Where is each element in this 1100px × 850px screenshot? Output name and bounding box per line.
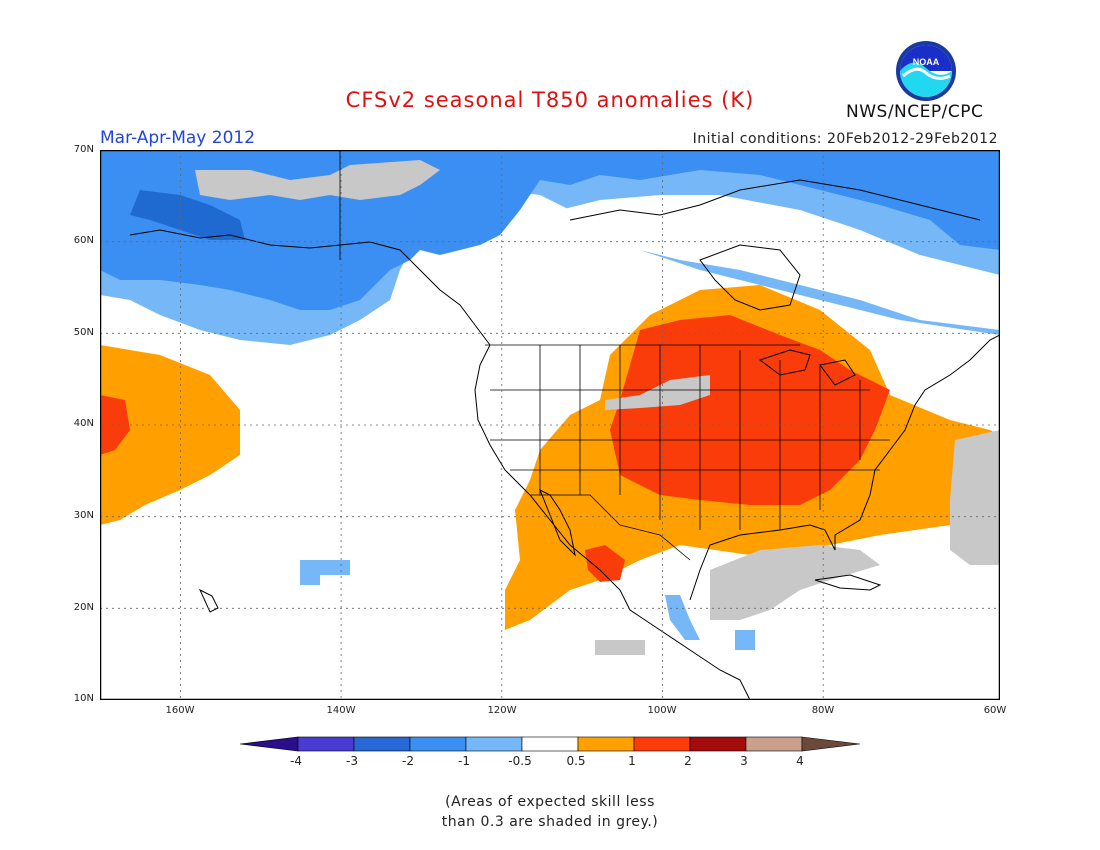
- lat-label: 70N: [73, 144, 94, 155]
- initial-conditions: Initial conditions: 20Feb2012-29Feb2012: [692, 131, 998, 147]
- cuba: [814, 574, 882, 591]
- skill-note-line: (Areas of expected skill less: [445, 794, 655, 810]
- lat-label: 50N: [73, 327, 94, 338]
- colorbar: [240, 736, 860, 752]
- region-blue-hawaii-north: [300, 560, 350, 585]
- colorbar-label: -3: [346, 754, 358, 768]
- region-neutral-canada: [540, 195, 1000, 330]
- lat-label: 30N: [73, 510, 94, 521]
- region-grey-caribbean: [710, 545, 880, 620]
- chart-title: CFSv2 seasonal T850 anomalies (K): [345, 88, 755, 112]
- us-mexico-border: [530, 494, 691, 561]
- hudson-bay: [699, 244, 801, 311]
- colorbar-segment: [745, 736, 803, 752]
- anomaly-map: [100, 150, 1000, 700]
- noaa-logo-text: NOAA: [913, 57, 940, 67]
- colorbar-label: 4: [796, 754, 804, 768]
- lon-label: 80W: [811, 705, 835, 716]
- alaska-coast: [129, 229, 491, 346]
- region-grey-north: [195, 160, 440, 200]
- agency-label: NWS/NCEP/CPC: [846, 102, 984, 122]
- region-grey-atlantic: [950, 430, 1000, 565]
- arctic-islands: [569, 179, 981, 221]
- skill-note: (Areas of expected skill less than 0.3 a…: [0, 792, 1100, 832]
- lat-label: 10N: [73, 693, 94, 704]
- forecast-period: Mar-Apr-May 2012: [100, 128, 256, 148]
- noaa-logo: NOAA: [896, 41, 956, 101]
- hawaii: [198, 588, 219, 613]
- colorbar-label: 2: [684, 754, 692, 768]
- region-grey-plains: [605, 375, 710, 410]
- lat-label: 20N: [73, 602, 94, 613]
- lon-label: 100W: [647, 705, 677, 716]
- region-grey-small: [595, 640, 645, 655]
- great-lakes: [758, 349, 856, 386]
- region-red-pacific: [100, 395, 130, 455]
- lon-label: 140W: [326, 705, 356, 716]
- lon-label: 120W: [487, 705, 517, 716]
- map-frame: [100, 150, 1000, 700]
- colorbar-segment: [633, 736, 691, 752]
- colorbar-segment: [521, 736, 579, 752]
- gulf-coast: [689, 334, 1000, 601]
- colorbar-label: -2: [402, 754, 414, 768]
- skill-note-line: than 0.3 are shaded in grey.): [441, 814, 659, 830]
- colorbar-segment: [353, 736, 411, 752]
- west-coast: [474, 344, 751, 700]
- region-red-mexico: [585, 545, 625, 582]
- coastlines: [129, 179, 1000, 700]
- colorbar-segment: [689, 736, 747, 752]
- lat-label: 40N: [73, 418, 94, 429]
- colorbar-segment: [465, 736, 523, 752]
- state-lines: [490, 345, 890, 530]
- colorbar-label: -4: [290, 754, 302, 768]
- baja: [539, 488, 576, 557]
- lat-label: 60N: [73, 235, 94, 246]
- colorbar-segment: [297, 736, 355, 752]
- colorbar-segment: [240, 736, 299, 752]
- lon-label: 60W: [983, 705, 1007, 716]
- colorbar-segment: [409, 736, 467, 752]
- region-blue-central-am: [735, 630, 755, 650]
- graticule: [100, 150, 1000, 700]
- lon-label: 160W: [165, 705, 195, 716]
- colorbar-label: 3: [740, 754, 748, 768]
- colorbar-label: 1: [628, 754, 636, 768]
- borders: [339, 150, 890, 561]
- colorbar-label: -1: [458, 754, 470, 768]
- colorbar-segment: [801, 736, 860, 752]
- colorbar-label: -0.5: [508, 754, 532, 768]
- region-blue-mexico: [665, 595, 700, 640]
- region-orange-pacific: [100, 345, 240, 525]
- colorbar-label: 0.5: [566, 754, 586, 768]
- region-dark-blue: [130, 190, 245, 240]
- colorbar-segment: [577, 736, 635, 752]
- anomaly-shading: [100, 150, 1000, 655]
